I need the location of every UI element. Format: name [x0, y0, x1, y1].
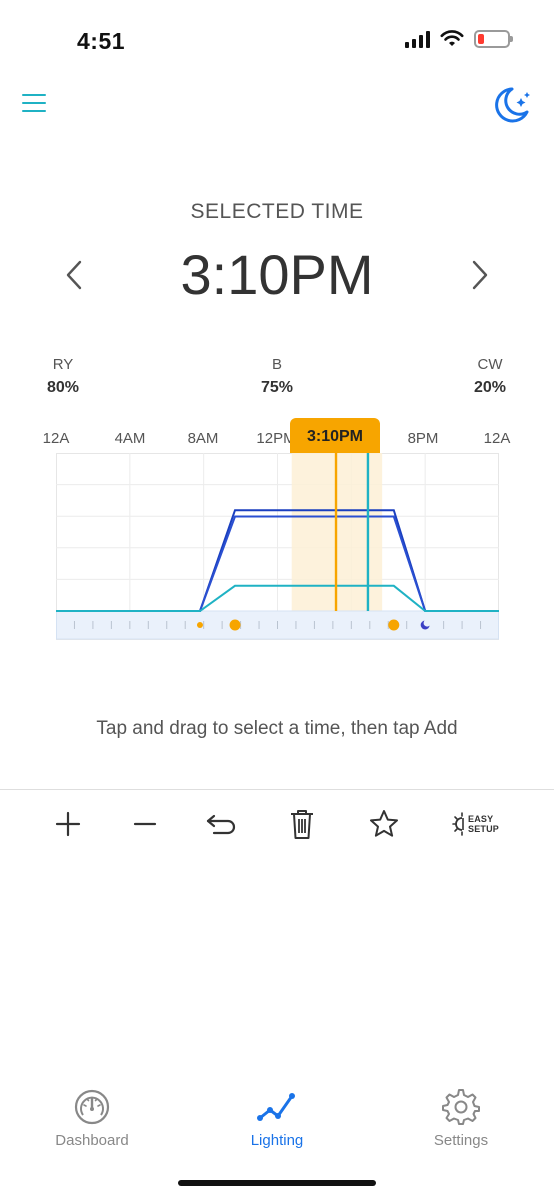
tab-lighting[interactable]: Lighting: [217, 1088, 337, 1149]
plus-icon: [55, 811, 81, 837]
tab-dashboard[interactable]: Dashboard: [32, 1088, 152, 1149]
sun-marker: [229, 619, 241, 631]
axis-tick: 12A: [483, 430, 511, 447]
channel-b: B 75%: [237, 356, 317, 397]
channel-value: 75%: [260, 379, 294, 396]
strip-ticks: [73, 621, 482, 629]
tab-label: Settings: [433, 1132, 489, 1149]
chevron-left-icon: [66, 260, 82, 290]
axis-tick: 8PM: [407, 430, 439, 447]
status-time: 4:51: [77, 28, 126, 54]
sunrise-marker: [196, 622, 203, 628]
wifi-icon: [440, 30, 464, 46]
previous-time-button[interactable]: [60, 258, 90, 292]
tab-label: Dashboard: [55, 1132, 129, 1149]
channel-name: CW: [477, 356, 503, 373]
markers-group: [196, 619, 431, 631]
easy-setup-line1: EASY: [468, 814, 494, 824]
easy-setup-label: EASY SETUP: [468, 814, 499, 834]
axis-tick: 12PM: [256, 430, 296, 447]
line-chart-icon: [257, 1093, 295, 1121]
undo-button[interactable]: [201, 804, 241, 844]
status-icons: [405, 30, 513, 48]
status-bar: 4:51: [0, 0, 554, 80]
axis-tick: 4AM: [114, 430, 146, 447]
brightness-icon: [452, 812, 464, 836]
next-time-button[interactable]: [464, 258, 494, 292]
channel-values: RY 80% B 75% CW 20%: [0, 356, 554, 406]
trash-icon: [291, 810, 313, 839]
add-point-button[interactable]: [48, 804, 88, 844]
series-line-2: [56, 584, 499, 612]
battery-icon: [474, 30, 513, 48]
tab-label: Lighting: [250, 1132, 304, 1149]
lighting-schedule-chart[interactable]: [56, 453, 499, 643]
remove-point-button[interactable]: [125, 804, 165, 844]
moon-marker-cutout: [423, 619, 431, 627]
sun-marker: [388, 619, 400, 631]
time-axis: 12A 4AM 8AM 12PM 8PM 12A: [0, 426, 554, 454]
moon-stars-icon: [495, 87, 530, 123]
axis-tick: 12A: [42, 430, 70, 447]
night-mode-button[interactable]: [490, 84, 532, 126]
favorite-button[interactable]: [364, 804, 404, 844]
menu-button[interactable]: [22, 94, 46, 116]
delete-button[interactable]: [282, 804, 322, 844]
selected-time-value: 3:10PM: [180, 243, 374, 306]
selected-time-label: SELECTED TIME: [190, 200, 364, 223]
channel-cw: CW 20%: [450, 356, 530, 397]
channel-ry: RY 80%: [23, 356, 103, 397]
home-indicator: [178, 1180, 376, 1186]
bottom-tab-bar: Dashboard Lighting Settings: [0, 1088, 554, 1158]
star-icon: [370, 810, 398, 837]
cellular-signal-icon: [405, 30, 430, 48]
channel-value: 80%: [46, 379, 80, 396]
easy-setup-line2: SETUP: [468, 824, 500, 834]
easy-setup-button[interactable]: EASY SETUP: [448, 804, 508, 844]
channel-value: 20%: [473, 379, 507, 396]
channel-name: B: [271, 356, 282, 373]
time-selector: 3:10PM: [0, 236, 554, 316]
selected-time-badge: 3:10PM: [290, 418, 380, 454]
undo-icon: [206, 814, 236, 835]
minus-icon: [133, 822, 157, 826]
series-group: [56, 509, 499, 612]
axis-tick: 8AM: [187, 430, 219, 447]
chevron-right-icon: [472, 260, 488, 290]
edit-toolbar: EASY SETUP: [0, 800, 554, 846]
tab-settings[interactable]: Settings: [401, 1088, 521, 1149]
gauge-icon: [74, 1089, 110, 1125]
divider: [0, 789, 554, 790]
instruction-hint: Tap and drag to select a time, then tap …: [96, 718, 458, 739]
channel-name: RY: [52, 356, 74, 373]
gear-icon: [442, 1089, 480, 1125]
